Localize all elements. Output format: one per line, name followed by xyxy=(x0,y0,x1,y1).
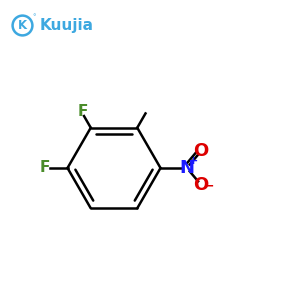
Text: +: + xyxy=(189,156,198,167)
Text: K: K xyxy=(18,19,27,32)
Text: Kuujia: Kuujia xyxy=(40,18,94,33)
Text: N: N xyxy=(179,159,194,177)
Text: O: O xyxy=(193,176,208,194)
Text: F: F xyxy=(78,104,88,119)
Text: F: F xyxy=(40,160,50,175)
Text: O: O xyxy=(193,142,208,160)
Text: −: − xyxy=(204,179,214,192)
Text: °: ° xyxy=(32,14,36,20)
